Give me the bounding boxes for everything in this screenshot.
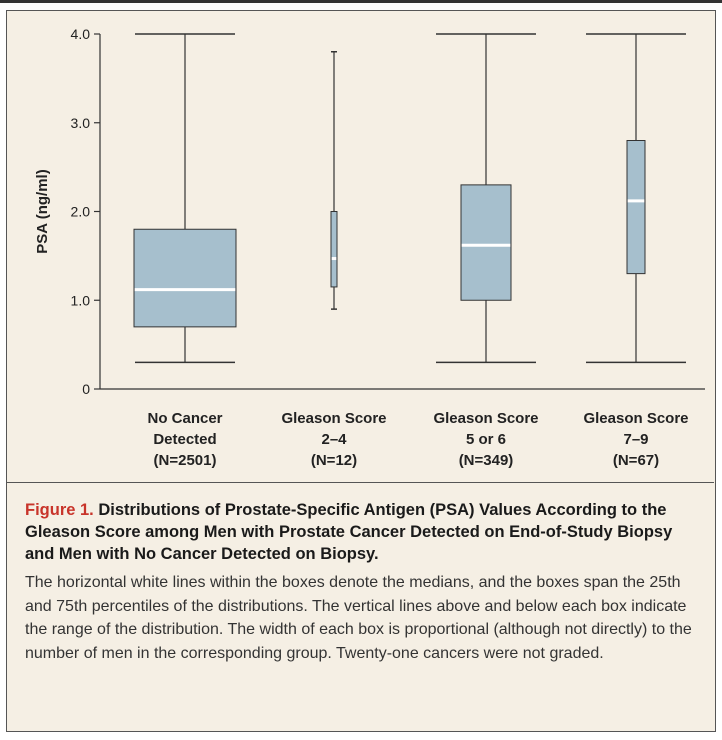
category-label: Gleason Score	[583, 410, 688, 427]
category-label: (N=67)	[613, 452, 659, 469]
box-group	[586, 33, 686, 364]
category-label: 2–4	[321, 431, 347, 448]
iqr-box	[460, 184, 512, 301]
box-group	[330, 51, 338, 310]
caption-title: Distributions of Prostate-Specific Antig…	[25, 501, 673, 563]
top-rule	[0, 0, 722, 3]
figure-panel: 0 1.0 2.0 3.0 4.0 PSA (ng/ml) No Cancer Detect…	[6, 10, 716, 732]
y-tick-label: 4.0	[71, 26, 91, 42]
category-label: (N=12)	[311, 452, 357, 469]
axes: 0 1.0 2.0 3.0 4.0 PSA (ng/ml)	[34, 26, 705, 397]
category-label: Gleason Score	[433, 410, 538, 427]
category-label: No Cancer	[147, 410, 222, 427]
iqr-box	[330, 211, 338, 288]
figure-caption: Figure 1. Distributions of Prostate-Spec…	[25, 499, 701, 665]
category-label: 7–9	[623, 431, 648, 448]
category-label: Gleason Score	[281, 410, 386, 427]
box-plot: 0 1.0 2.0 3.0 4.0 PSA (ng/ml) No Cancer Detect…	[34, 26, 705, 469]
y-tick-label: 3.0	[71, 115, 91, 131]
caption-title-paragraph: Figure 1. Distributions of Prostate-Spec…	[25, 499, 701, 565]
y-tick-label: 1.0	[71, 292, 91, 308]
box-group	[133, 33, 237, 364]
y-axis-title: PSA (ng/ml)	[34, 169, 51, 253]
category-label: (N=2501)	[154, 452, 217, 469]
category-label: Detected	[153, 431, 216, 448]
caption-body: The horizontal white lines within the bo…	[25, 574, 692, 662]
figure-label: Figure 1.	[25, 501, 94, 519]
box-group	[436, 33, 536, 364]
iqr-box	[626, 140, 646, 275]
chart-area: 0 1.0 2.0 3.0 4.0 PSA (ng/ml) No Cancer Detect…	[7, 11, 714, 483]
category-label: 5 or 6	[466, 431, 506, 448]
box-series	[133, 33, 686, 364]
y-tick-label: 2.0	[71, 204, 91, 220]
category-label: (N=349)	[459, 452, 514, 469]
iqr-box	[133, 228, 237, 328]
y-tick-label: 0	[82, 381, 90, 397]
category-labels: No Cancer Detected (N=2501) Gleason Score 2–…	[147, 410, 688, 469]
